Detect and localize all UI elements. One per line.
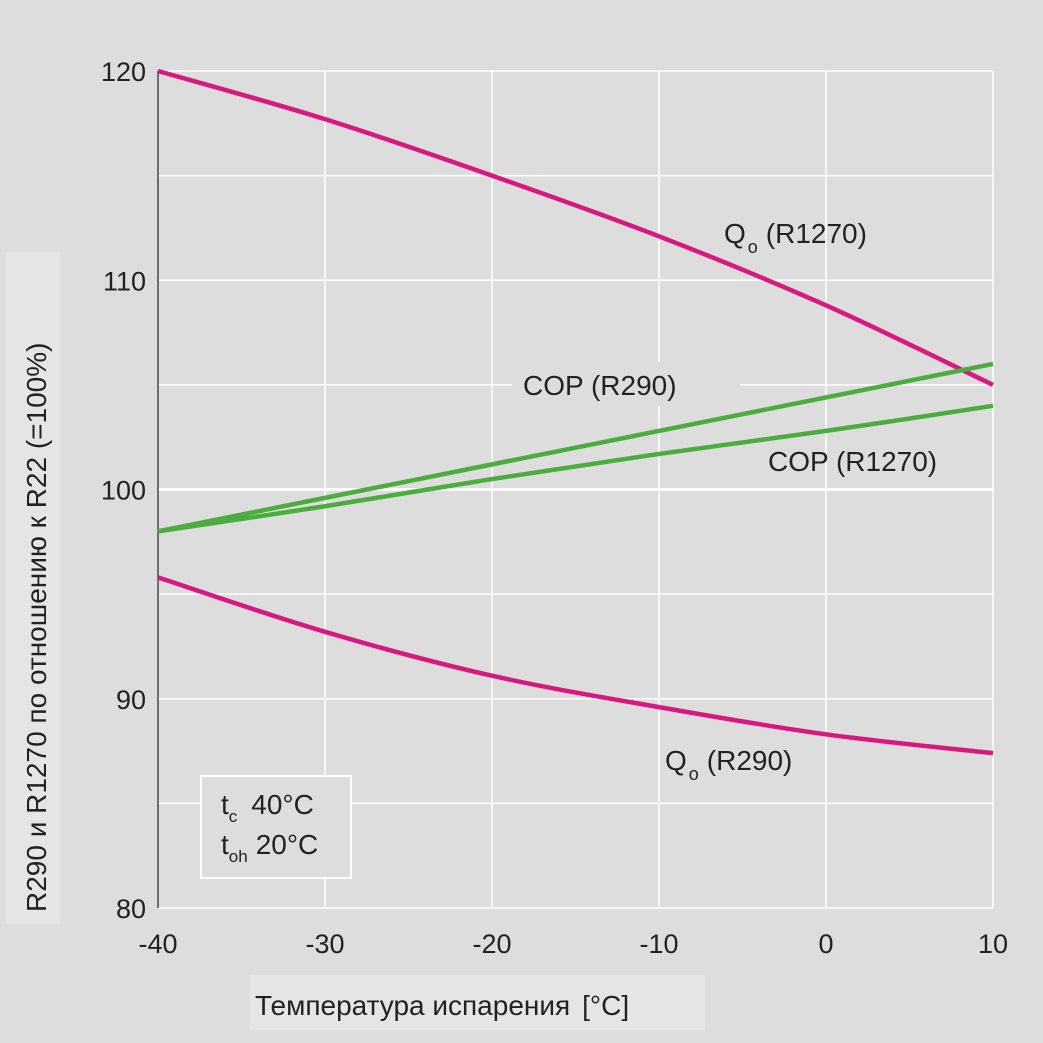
series-label-cop-r290-background xyxy=(512,362,740,406)
x-axis-label: Температура испарения [°C] xyxy=(255,990,629,1021)
condition-tc: tc 40°C xyxy=(221,789,314,826)
y-tick-label: 80 xyxy=(116,894,146,924)
y-axis-label: R290 и R1270 по отношению к R22 (=100%) xyxy=(21,343,52,912)
x-tick-label: -40 xyxy=(138,929,177,959)
y-tick-label: 100 xyxy=(101,476,146,506)
condition-toh: toh 20°C xyxy=(221,829,318,866)
y-tick-label: 110 xyxy=(103,266,146,296)
series-line-0 xyxy=(157,68,994,387)
x-tick-label: 10 xyxy=(978,929,1008,959)
x-tick-label: 0 xyxy=(818,929,833,959)
series-line-1 xyxy=(157,575,994,756)
y-tick-label: 90 xyxy=(116,685,146,715)
y-tick-label: 120 xyxy=(101,57,146,87)
conditions-box xyxy=(200,775,352,879)
x-tick-label: -10 xyxy=(639,929,678,959)
series-line-2 xyxy=(157,361,994,534)
series-label-cop-r290: COP (R290) xyxy=(523,370,677,401)
y-axis-label-background xyxy=(6,252,60,924)
x-tick-label: -20 xyxy=(472,929,511,959)
series-label-cop-r1270: COP (R1270) xyxy=(768,446,937,477)
x-tick-label: -30 xyxy=(305,929,344,959)
x-axis-label-background xyxy=(250,975,705,1030)
series-line-3 xyxy=(157,403,994,534)
